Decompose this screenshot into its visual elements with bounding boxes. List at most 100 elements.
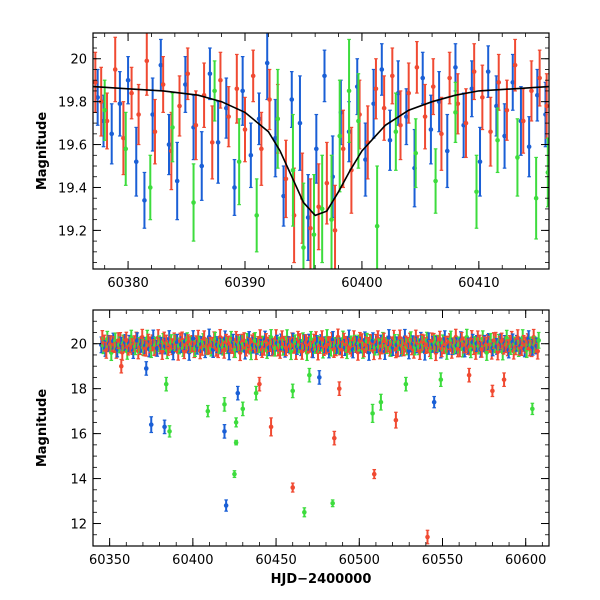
data-point: [253, 390, 259, 396]
data-point: [257, 335, 263, 341]
blue-data-point: [363, 122, 368, 197]
green-data-point: [356, 73, 361, 169]
data-point: [248, 152, 254, 158]
x-tick-label: 60500: [339, 553, 380, 568]
red-outlier-point: [257, 376, 262, 392]
top-panel-lightcurve-zoom: 60380 60390 60400 60410 19.2 19.4 19.6 19.8 20 M…: [35, 32, 550, 291]
data-point: [152, 129, 158, 134]
data-point: [332, 228, 338, 233]
data-point: [148, 422, 154, 427]
blue-outlier-point: [235, 385, 241, 401]
red-data-point: [136, 83, 141, 146]
green-outlier-point: [290, 383, 296, 399]
data-point: [340, 146, 346, 152]
data-point: [430, 84, 436, 89]
bottom-panel-xlabel: HJD−2400000: [271, 572, 372, 587]
data-point: [414, 65, 420, 70]
red-data-point: [316, 163, 321, 251]
red-data-point: [529, 60, 534, 122]
data-point: [463, 120, 469, 126]
red-data-point: [121, 101, 126, 176]
blue-data-point: [371, 68, 376, 139]
data-point: [233, 420, 239, 425]
data-point: [235, 390, 241, 396]
data-point: [289, 97, 295, 102]
red-data-point: [447, 51, 452, 105]
blue-data-point: [510, 53, 516, 111]
blue-data-point: [183, 55, 188, 113]
data-point: [433, 178, 438, 184]
red-data-point: [463, 88, 469, 159]
data-point: [393, 129, 399, 134]
data-point: [393, 417, 399, 423]
green-outlier-point: [240, 401, 246, 417]
data-point: [240, 88, 245, 94]
y-tick-label: 19.4: [58, 181, 87, 196]
red-outlier-point: [332, 430, 337, 446]
green-data-point: [311, 174, 317, 269]
x-tick-label: 60350: [89, 553, 130, 568]
green-outlier-point: [253, 385, 259, 401]
data-point: [381, 105, 387, 111]
data-point: [218, 77, 223, 83]
blue-data-point: [174, 141, 180, 221]
green-data-point: [319, 154, 325, 264]
data-point: [466, 372, 472, 378]
data-point: [403, 381, 409, 387]
green-data-point: [275, 68, 281, 169]
data-point: [474, 189, 479, 195]
green-data-point: [123, 111, 129, 186]
red-data-point: [422, 83, 428, 150]
top-panel-ylabel: Magnitude: [35, 112, 50, 191]
bottom-panel-ticks: 60350 60400 60450 60500 60550 60600 12 14 16 18 20: [70, 309, 549, 568]
blue-data-point: [240, 55, 245, 126]
blue-data-point: [166, 113, 172, 176]
green-data-point: [474, 154, 479, 229]
data-point: [281, 193, 286, 199]
red-outlier-point: [290, 482, 296, 493]
y-tick-label: 14: [70, 473, 87, 488]
data-point: [373, 86, 379, 92]
data-point: [428, 127, 434, 132]
data-point: [142, 198, 147, 203]
green-outlier-point: [163, 376, 169, 392]
data-point: [485, 69, 491, 74]
y-tick-label: 19.2: [58, 224, 87, 239]
data-point: [526, 144, 532, 150]
green-outlier-point: [307, 367, 312, 383]
blue-data-point: [125, 55, 131, 105]
red-outlier-point: [490, 384, 495, 398]
red-outlier-point: [118, 358, 124, 374]
green-data-point: [545, 137, 549, 208]
data-point: [317, 375, 322, 380]
data-point: [480, 95, 485, 100]
x-tick-label: 60550: [422, 553, 463, 568]
red-data-point: [250, 49, 256, 103]
top-panel-data-points: [93, 33, 549, 269]
data-point: [290, 388, 296, 394]
green-data-point: [170, 92, 175, 163]
data-point: [233, 440, 239, 445]
data-point: [439, 131, 444, 137]
data-point: [536, 338, 541, 343]
data-point: [222, 429, 227, 434]
green-data-point: [393, 92, 399, 171]
data-point: [332, 435, 337, 441]
blue-outlier-point: [162, 419, 167, 435]
red-data-point: [430, 58, 436, 116]
data-point: [515, 155, 520, 160]
red-data-point: [480, 64, 485, 131]
data-point: [259, 146, 264, 152]
x-tick-label: 60380: [107, 276, 148, 291]
data-point: [495, 137, 500, 143]
green-data-point: [102, 79, 107, 141]
green-data-point: [329, 154, 334, 269]
red-data-point: [112, 36, 118, 103]
red-outlier-point: [393, 411, 399, 429]
x-tick-label: 60600: [505, 553, 546, 568]
blue-outlier-point: [148, 416, 154, 434]
data-point: [125, 77, 131, 83]
data-point: [420, 75, 426, 81]
y-tick-label: 18: [70, 383, 87, 398]
green-data-point: [453, 81, 458, 144]
